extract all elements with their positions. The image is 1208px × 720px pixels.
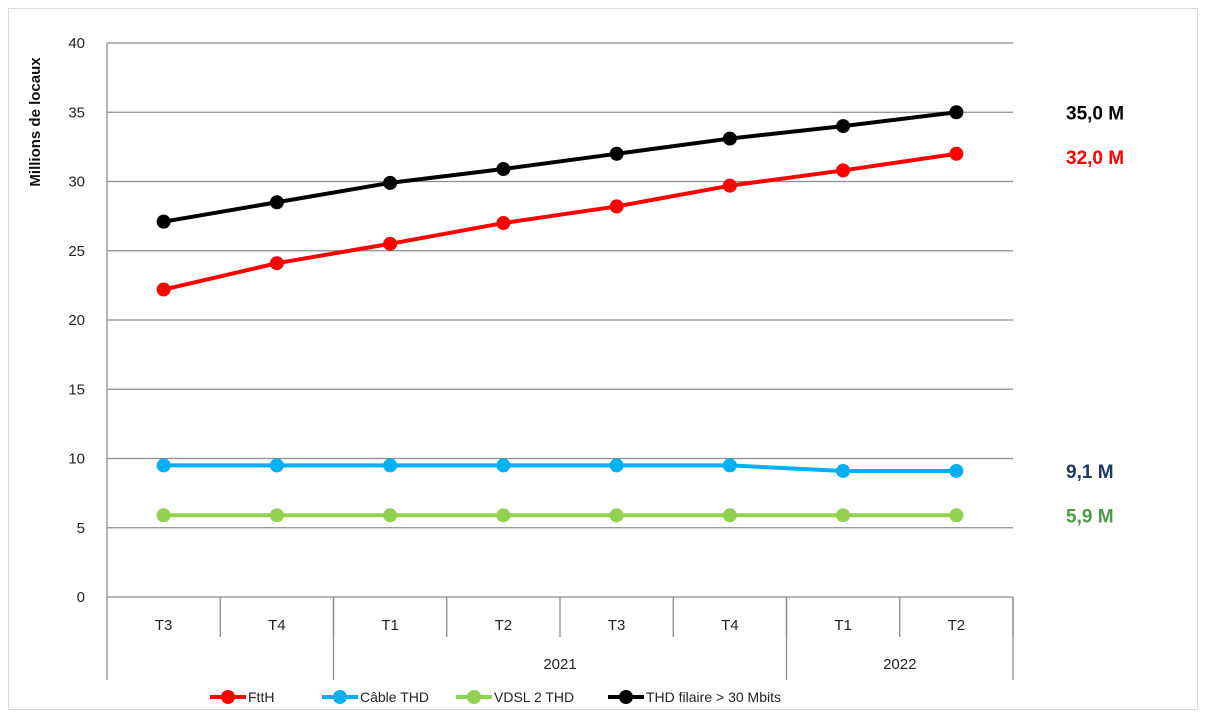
y-tick-label: 20 <box>68 312 85 329</box>
data-point <box>269 195 284 210</box>
data-point <box>949 105 964 120</box>
y-tick-label: 0 <box>77 589 85 606</box>
x-tick-label: T2 <box>948 617 966 634</box>
end-label: 5,9 M <box>1066 506 1114 527</box>
data-point <box>496 508 511 523</box>
y-tick-label: 35 <box>68 104 85 121</box>
series-line-0 <box>163 151 957 292</box>
legend-marker <box>467 690 481 704</box>
x-tick-label: T4 <box>721 617 739 634</box>
y-tick-label: 25 <box>68 243 85 260</box>
y-tick-label: 40 <box>68 35 85 52</box>
data-point <box>836 163 851 178</box>
x-tick-label: T3 <box>155 617 173 634</box>
data-point <box>836 463 851 478</box>
data-point <box>949 508 964 523</box>
data-point <box>836 508 851 523</box>
end-label: 35,0 M <box>1066 103 1124 124</box>
axes: 0 5 10 15 20 25 30 35 40 T3 T4 T1 T2 T3 T4 T1 T2 2021 2022 <box>68 35 1014 680</box>
end-label: 32,0 M <box>1066 148 1124 169</box>
x-tick-label: T1 <box>381 617 399 634</box>
y-tick-label: 30 <box>68 174 85 191</box>
data-point <box>269 458 284 473</box>
data-point <box>156 508 171 523</box>
data-point <box>722 178 737 193</box>
data-point <box>269 256 284 271</box>
data-point <box>609 458 624 473</box>
data-point <box>609 508 624 523</box>
x-tick-label: T4 <box>268 617 286 634</box>
data-point <box>496 162 511 177</box>
y-tick-label: 15 <box>68 381 85 398</box>
legend-label: VDSL 2 THD <box>494 689 574 705</box>
legend-marker <box>619 690 633 704</box>
grid-lines <box>107 42 1013 598</box>
data-point <box>722 131 737 146</box>
data-point <box>383 175 398 190</box>
x-tick-label: T3 <box>608 617 626 634</box>
data-point <box>722 458 737 473</box>
data-point <box>836 119 851 134</box>
y-axis-label: Millions de locaux <box>27 57 44 187</box>
x-tick-label: T2 <box>495 617 513 634</box>
series-line-1 <box>163 463 957 473</box>
data-point <box>949 463 964 478</box>
end-label: 9,1 M <box>1066 462 1114 483</box>
y-tick-label: 10 <box>68 451 85 468</box>
legend-label: Câble THD <box>360 689 429 705</box>
data-point <box>609 146 624 161</box>
data-point <box>383 236 398 251</box>
x-tick-label: T1 <box>834 617 852 634</box>
data-point <box>156 214 171 229</box>
legend-marker <box>221 690 235 704</box>
y-tick-label: 5 <box>77 520 85 537</box>
data-point <box>383 508 398 523</box>
series-lines <box>156 105 964 523</box>
data-point <box>609 199 624 214</box>
legend-label: FttH <box>248 689 274 705</box>
end-labels: 32,0 M 9,1 M 5,9 M 35,0 M <box>1066 103 1124 527</box>
data-point <box>269 508 284 523</box>
data-point <box>496 458 511 473</box>
series-line-3 <box>163 110 957 224</box>
data-point <box>156 458 171 473</box>
data-point <box>156 282 171 297</box>
legend: FttH Câble THD VDSL 2 THD THD filaire > 30 … <box>210 689 781 705</box>
data-point <box>383 458 398 473</box>
data-point <box>496 216 511 231</box>
data-point <box>949 146 964 161</box>
legend-marker <box>333 690 347 704</box>
chart-frame <box>8 8 1198 710</box>
year-label: 2022 <box>883 656 916 673</box>
year-label: 2021 <box>543 656 576 673</box>
legend-label: THD filaire > 30 Mbits <box>646 689 781 705</box>
data-point <box>722 508 737 523</box>
